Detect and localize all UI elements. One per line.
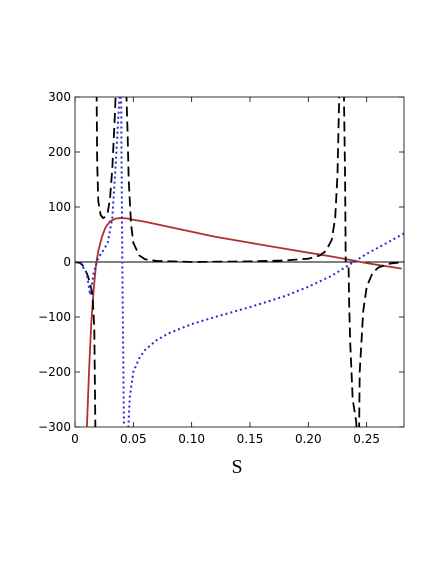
x-tick-label: 0.05: [120, 432, 147, 446]
series-dotted-line: [75, 97, 404, 427]
ticks-layer: 0 0.05 0.10 0.15 0.20 0.25 −300 −200 −100 0 100 200…: [38, 90, 404, 446]
x-tick-label: 0.10: [178, 432, 205, 446]
y-tick-label: 300: [48, 90, 71, 104]
x-tick-label: 0: [71, 432, 79, 446]
y-tick-label: 100: [48, 200, 71, 214]
series-layer: [75, 97, 404, 427]
x-axis-title: S: [231, 456, 242, 478]
series-solid-line: [86, 217, 402, 427]
y-tick-label: −100: [38, 310, 71, 324]
x-tick-label: 0.25: [353, 432, 380, 446]
series-dashed-line: [75, 97, 404, 427]
x-tick-label: 0.20: [295, 432, 322, 446]
y-tick-label: −200: [38, 365, 71, 379]
y-tick-label: 0: [63, 255, 71, 269]
y-tick-label: −300: [38, 420, 71, 434]
y-tick-label: 200: [48, 145, 71, 159]
x-tick-label: 0.15: [237, 432, 264, 446]
